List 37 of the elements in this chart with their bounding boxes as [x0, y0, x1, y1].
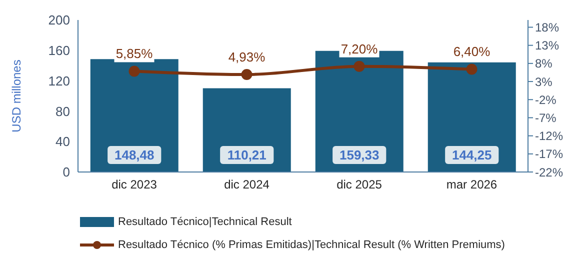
point: [128, 66, 140, 77]
x-tick-label: dic 2025: [336, 178, 382, 192]
x-tick-label: mar 2026: [446, 178, 498, 192]
y2-tick-label: 13%: [535, 38, 560, 53]
x-tick-label: dic 2023: [112, 178, 158, 192]
y-tick-label: 160: [48, 43, 70, 58]
bar: [202, 88, 291, 172]
y2-tick-label: -22%: [535, 165, 564, 180]
bar: [428, 62, 516, 172]
data-label: 110,21: [227, 148, 266, 162]
data-label: 144,25: [452, 148, 492, 162]
point: [354, 60, 365, 72]
data-label: 7,20%: [340, 41, 378, 56]
data-label: 159,33: [339, 148, 380, 162]
data-label: 148,48: [114, 148, 154, 162]
y-axis-title: USD millones: [9, 60, 24, 132]
y-tick-label: 200: [48, 12, 70, 28]
y2-tick-label: -17%: [535, 147, 564, 162]
y2-tick-label: -7%: [535, 110, 557, 125]
point: [241, 69, 252, 80]
data-label: 6,40%: [453, 44, 491, 60]
y2-tick-label: -2%: [535, 92, 557, 107]
data-label: 5,85%: [116, 46, 154, 62]
y-tick-label: 0: [62, 164, 70, 180]
legend-label: Resultado Técnico (% Primas Emitidas)|Technical Result (% Written Premiums): [118, 238, 505, 250]
x-tick-label: dic 2024: [224, 178, 270, 192]
y-tick-label: 120: [48, 73, 70, 88]
point: [466, 64, 478, 75]
y2-tick-label: 8%: [535, 56, 553, 71]
y2-tick-label: -12%: [535, 129, 564, 144]
bar: [90, 59, 178, 172]
y2-tick-label: 18%: [535, 20, 560, 34]
y2-tick-label: 3%: [535, 74, 553, 89]
y-tick-label: 80: [56, 104, 70, 119]
data-label: 4,93%: [228, 50, 266, 65]
legend-label: Resultado Técnico|Technical Result: [118, 216, 292, 228]
y-tick-label: 40: [56, 134, 70, 150]
